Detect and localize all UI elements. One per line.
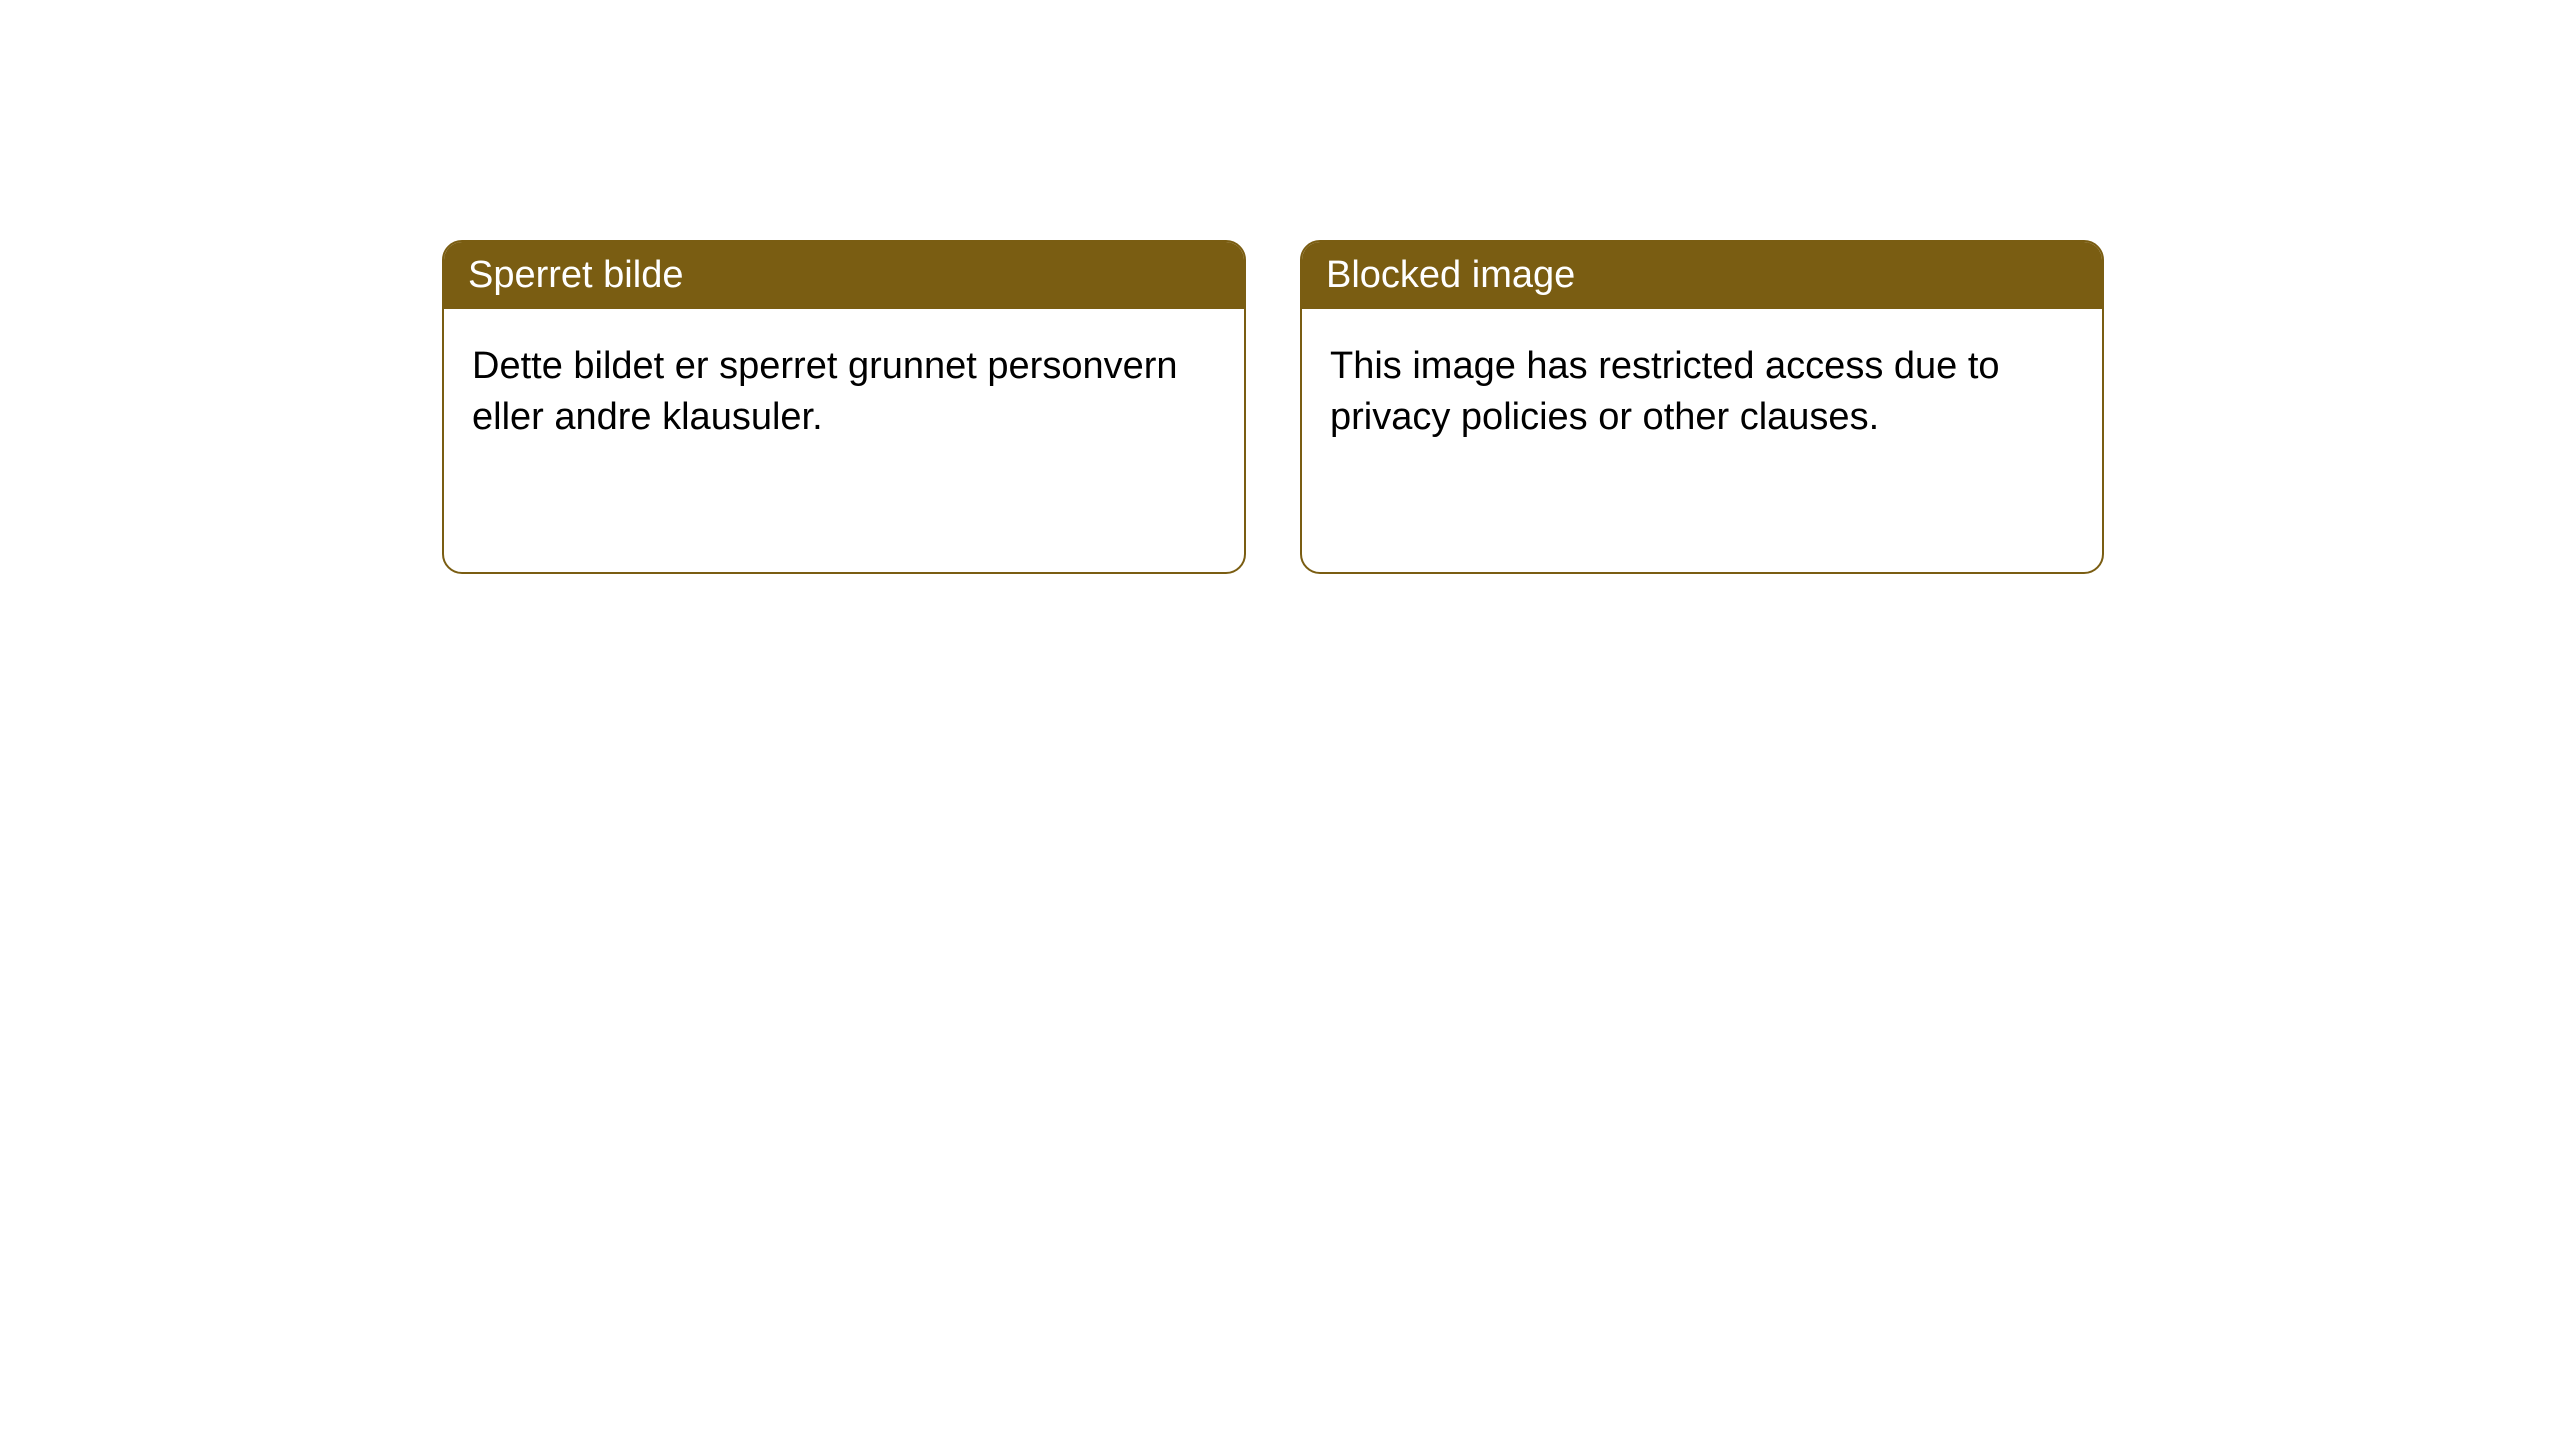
notice-card-english: Blocked image This image has restricted … xyxy=(1300,240,2104,574)
notice-header: Blocked image xyxy=(1302,242,2102,309)
notice-header: Sperret bilde xyxy=(444,242,1244,309)
notice-card-norwegian: Sperret bilde Dette bildet er sperret gr… xyxy=(442,240,1246,574)
notice-body: This image has restricted access due to … xyxy=(1302,309,2102,476)
notice-body: Dette bildet er sperret grunnet personve… xyxy=(444,309,1244,476)
notice-cards-container: Sperret bilde Dette bildet er sperret gr… xyxy=(442,240,2104,574)
